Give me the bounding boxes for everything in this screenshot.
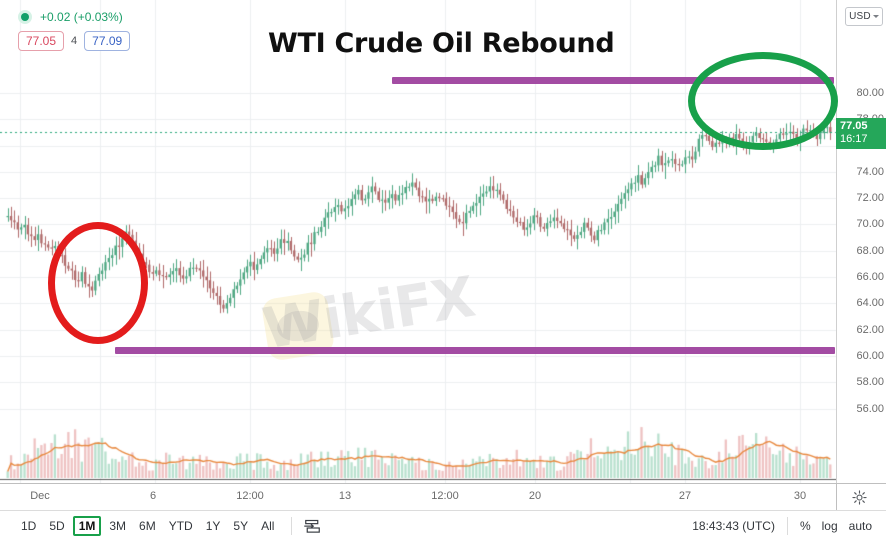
price-axis-label: 60.00 bbox=[856, 350, 884, 363]
scale-option-percent[interactable]: % bbox=[799, 519, 811, 533]
page-title: WTI Crude Oil Rebound bbox=[268, 28, 615, 59]
scale-option-auto[interactable]: auto bbox=[848, 519, 872, 533]
chevron-down-icon bbox=[872, 15, 879, 18]
current-price-time: 16:17 bbox=[840, 132, 868, 145]
range-1y[interactable]: 1Y bbox=[205, 519, 221, 533]
price-axis-label: 74.00 bbox=[856, 165, 884, 178]
calendar-range-icon[interactable] bbox=[304, 519, 321, 534]
range-6m[interactable]: 6M bbox=[139, 519, 156, 533]
rebound-ellipse-annotation[interactable] bbox=[688, 52, 838, 150]
range-5d[interactable]: 5D bbox=[49, 519, 65, 533]
range-all[interactable]: All bbox=[261, 519, 275, 533]
price-axis-label: 56.00 bbox=[856, 402, 884, 415]
price-axis-label: 58.00 bbox=[856, 376, 884, 389]
price-axis[interactable]: 80.0078.0076.0074.0072.0070.0068.0066.00… bbox=[836, 0, 886, 483]
quote-header: +0.02 (+0.03%) 77.05 4 77.09 bbox=[18, 6, 131, 51]
price-axis-label: 80.00 bbox=[856, 86, 884, 99]
current-price-value: 77.05 bbox=[840, 119, 868, 132]
range-5y[interactable]: 5Y bbox=[233, 519, 249, 533]
gear-icon[interactable] bbox=[852, 490, 867, 505]
time-axis-label: 20 bbox=[528, 490, 542, 502]
toolbar-divider-2 bbox=[786, 517, 788, 535]
current-price-badge: 77.05 16:17 bbox=[836, 117, 886, 149]
range-1m[interactable]: 1M bbox=[72, 516, 102, 536]
price-axis-label: 62.00 bbox=[856, 323, 884, 336]
clock-label: 18:43:43 (UTC) bbox=[692, 519, 775, 533]
range-selector[interactable]: 1D 5D 1M 3M 6M YTD 1Y 5Y All bbox=[0, 516, 279, 536]
price-axis-label: 68.00 bbox=[856, 244, 884, 257]
time-axis-label: 12:00 bbox=[236, 490, 264, 502]
time-axis[interactable]: Dec 6 12:00 13 12:00 20 27 30 bbox=[0, 483, 886, 511]
range-1d[interactable]: 1D bbox=[21, 519, 37, 533]
resistance-line-annotation[interactable] bbox=[392, 77, 834, 84]
time-axis-label: Dec bbox=[30, 490, 50, 502]
selloff-ellipse-annotation[interactable] bbox=[48, 222, 148, 344]
support-line-annotation[interactable] bbox=[115, 347, 835, 354]
time-axis-label: 13 bbox=[338, 490, 352, 502]
green-dot-icon bbox=[18, 10, 32, 24]
price-change: +0.02 (+0.03%) bbox=[40, 10, 123, 24]
price-axis-label: 70.00 bbox=[856, 218, 884, 231]
toolbar-divider bbox=[291, 517, 293, 535]
axis-divider bbox=[836, 484, 837, 511]
spread-value: 4 bbox=[71, 35, 78, 47]
time-axis-label: 30 bbox=[793, 490, 807, 502]
price-axis-label: 64.00 bbox=[856, 297, 884, 310]
price-axis-label: 72.00 bbox=[856, 192, 884, 205]
bid-price[interactable]: 77.05 bbox=[18, 31, 65, 51]
range-3m[interactable]: 3M bbox=[109, 519, 127, 533]
currency-value: USD bbox=[849, 11, 871, 22]
scale-options[interactable]: % log auto bbox=[800, 519, 886, 533]
time-axis-label: 6 bbox=[149, 490, 157, 502]
bottom-toolbar[interactable]: 1D 5D 1M 3M 6M YTD 1Y 5Y All 18:43:43 (UTC) % log… bbox=[0, 510, 886, 541]
currency-selector[interactable]: USD bbox=[845, 7, 883, 26]
time-axis-label: 27 bbox=[678, 490, 692, 502]
scale-option-log[interactable]: log bbox=[821, 519, 838, 533]
price-axis-label: 66.00 bbox=[856, 271, 884, 284]
ask-price[interactable]: 77.09 bbox=[84, 31, 131, 51]
range-ytd[interactable]: YTD bbox=[168, 519, 193, 533]
time-axis-label: 12:00 bbox=[431, 490, 459, 502]
